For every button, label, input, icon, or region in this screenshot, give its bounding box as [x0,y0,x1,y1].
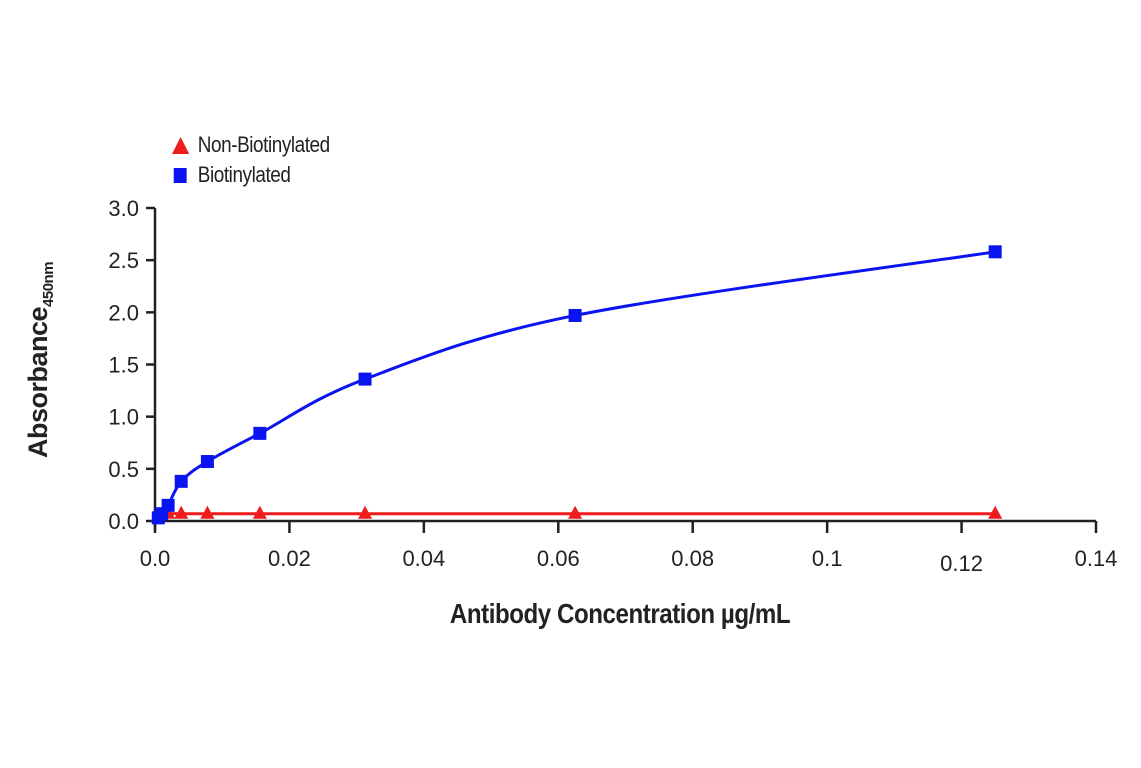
x-tick-label: 0.08 [671,546,714,571]
y-tick-label: 1.5 [108,353,139,378]
data-series [151,245,1003,525]
x-tick-label: 0.06 [537,546,580,571]
x-tick-label: 0.14 [1075,546,1118,571]
triangle-marker-icon [252,505,267,519]
x-tick-label: 0.04 [402,546,445,571]
x-tick-label: 0.02 [268,546,311,571]
y-tick-label: 2.0 [108,300,139,325]
series-line-biotinylated [157,250,996,519]
x-tick-label: 0.0 [140,546,171,571]
square-marker-icon [174,474,188,488]
x-tick-label: 0.12 [940,551,983,576]
legend-label: Non-Biotinylated [197,132,330,157]
square-marker-icon [253,426,267,440]
square-marker-icon [161,498,175,512]
legend-item-non-biotinylated: Non-Biotinylated [172,130,330,160]
triangle-marker-icon [988,505,1003,519]
square-marker-icon [200,455,214,469]
axes: 0.0 0.5 1.0 1.5 2.0 2.5 3.0 0.0 0.02 0.04 0.06 0.08… [108,196,1117,576]
y-axis-label: Absorbance450nm [23,262,57,458]
x-tick-label: 0.1 [812,546,843,571]
square-marker-icon [173,167,187,183]
square-marker-icon [358,372,372,386]
y-tick-label: 3.0 [108,196,139,221]
square-marker-icon [568,308,582,322]
y-axis-label-text: Absorbance [23,306,53,459]
y-tick-label: 1.0 [108,405,139,430]
legend: Non-Biotinylated Biotinylated [172,130,355,190]
x-axis-label: Antibody Concentration µg/mL [449,598,791,629]
legend-item-biotinylated: Biotinylated [172,160,330,190]
triangle-marker-icon [172,136,190,154]
triangle-marker-icon [358,505,373,519]
square-marker-icon [988,245,1002,259]
triangle-marker-icon [174,505,189,519]
triangle-marker-icon [200,505,215,519]
y-tick-label: 0.0 [108,509,139,534]
y-axis-label-subscript: 450nm [40,261,57,307]
triangle-marker-icon [568,505,583,519]
y-tick-label: 2.5 [108,248,139,273]
y-tick-label: 0.5 [108,457,139,482]
legend-label: Biotinylated [197,162,291,187]
